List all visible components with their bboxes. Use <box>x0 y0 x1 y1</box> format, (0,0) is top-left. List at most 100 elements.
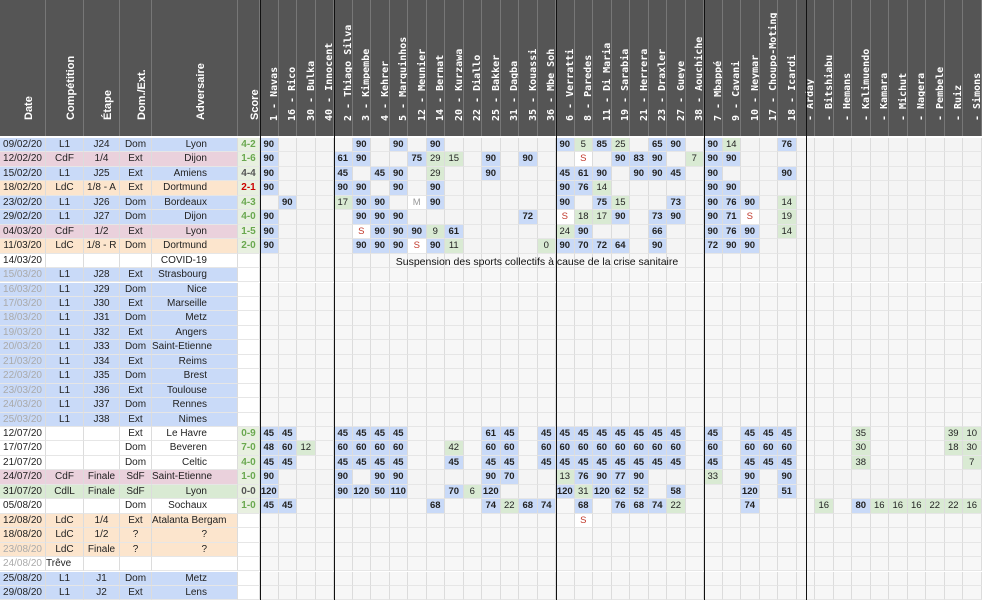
header-opponent[interactable]: Adversaire <box>152 0 238 136</box>
player-minutes <box>889 296 908 312</box>
player-minutes <box>593 224 612 240</box>
player-minutes <box>944 296 963 312</box>
player-minutes <box>408 138 427 153</box>
player-minutes <box>741 166 760 182</box>
match-score <box>238 383 260 399</box>
player-minutes <box>408 571 427 586</box>
header-competition[interactable]: Compétition <box>46 0 84 136</box>
header-stage[interactable]: Étape <box>84 0 120 136</box>
player-header[interactable]: 20 - Kurzawa <box>445 0 464 136</box>
player-minutes <box>870 470 889 485</box>
match-competition <box>46 499 84 514</box>
header-score[interactable]: Score <box>238 0 260 136</box>
player-header[interactable]: - Michut <box>889 0 908 136</box>
player-name: 25 - Bakker <box>490 54 501 121</box>
match-opponent: Rennes <box>152 398 238 413</box>
player-header[interactable]: 22 - Diallo <box>463 0 482 136</box>
player-header[interactable]: 23 - Draxler <box>648 0 667 136</box>
player-minutes <box>630 296 649 312</box>
player-header[interactable]: 16 - Rico <box>278 0 297 136</box>
player-minutes <box>870 484 889 500</box>
player-header[interactable]: 17 - Choupo-Moting <box>759 0 778 136</box>
player-minutes: 50 <box>371 484 390 500</box>
player-header[interactable]: - Bitshiabu <box>815 0 834 136</box>
player-minutes <box>352 354 371 370</box>
player-header[interactable]: 27 - Gueye <box>667 0 686 136</box>
player-minutes <box>334 311 353 326</box>
player-header[interactable]: 8 - Paredes <box>574 0 593 136</box>
match-date: 22/03/20 <box>0 369 46 384</box>
player-header[interactable]: 7 - Mbappé <box>704 0 723 136</box>
player-minutes <box>778 340 797 355</box>
player-header[interactable]: - Hemans <box>833 0 852 136</box>
player-name: - Michut <box>897 72 908 121</box>
player-header[interactable]: 2 - Thiago Silva <box>334 0 353 136</box>
header-venue[interactable]: Dom./Ext. <box>120 0 152 136</box>
player-minutes <box>815 166 834 182</box>
player-header[interactable]: - Pembele <box>926 0 945 136</box>
player-minutes <box>297 181 316 196</box>
player-minutes: 90 <box>593 470 612 485</box>
player-header[interactable]: 18 - Icardi <box>778 0 797 136</box>
player-minutes: 76 <box>722 195 741 211</box>
player-header[interactable]: 35 - Kouassi <box>519 0 538 136</box>
player-minutes <box>315 398 334 413</box>
match-stage: J31 <box>84 311 120 326</box>
match-competition: Trêve <box>46 557 84 572</box>
player-header[interactable]: 4 - Kehrer <box>371 0 390 136</box>
player-header[interactable]: 10 - Neymar <box>741 0 760 136</box>
player-minutes <box>778 296 797 312</box>
player-minutes <box>537 138 556 153</box>
player-minutes <box>722 398 741 413</box>
player-minutes <box>297 571 316 586</box>
player-minutes <box>278 354 297 370</box>
player-minutes <box>315 383 334 399</box>
player-header[interactable]: 5 - Marquinhos <box>389 0 408 136</box>
player-minutes <box>889 412 908 427</box>
match-stage: J26 <box>84 195 120 211</box>
player-header[interactable]: 19 - Sarabia <box>611 0 630 136</box>
player-minutes <box>722 484 741 500</box>
player-header[interactable]: - Kamara <box>870 0 889 136</box>
player-minutes <box>833 369 852 384</box>
player-minutes <box>334 557 353 572</box>
player-minutes: 48 <box>260 441 279 456</box>
player-minutes <box>944 528 963 543</box>
player-minutes <box>334 513 353 529</box>
player-header[interactable]: - Simons <box>963 0 982 136</box>
player-minutes <box>759 585 778 600</box>
player-name: - Kalimuendo <box>860 48 871 121</box>
player-header[interactable]: 40 - Innocent <box>315 0 334 136</box>
player-header[interactable]: 36 - Mbe Soh <box>537 0 556 136</box>
player-minutes: 25 <box>611 138 630 153</box>
player-header[interactable]: - Nagera <box>907 0 926 136</box>
player-header[interactable]: 14 - Bernat <box>426 0 445 136</box>
player-header[interactable]: 11 - Di Maria <box>593 0 612 136</box>
player-header[interactable]: - Ruiz <box>944 0 963 136</box>
player-header[interactable]: 30 - Bulka <box>297 0 316 136</box>
player-header[interactable]: 21 - Herrera <box>630 0 649 136</box>
player-header[interactable]: 6 - Verratti <box>556 0 575 136</box>
player-minutes <box>907 282 926 297</box>
match-competition: CdF <box>46 224 84 240</box>
match-score <box>238 340 260 355</box>
match-venue <box>120 557 152 572</box>
player-header[interactable]: 9 - Cavani <box>722 0 741 136</box>
player-minutes: 45 <box>704 427 723 442</box>
player-minutes <box>648 585 667 600</box>
player-header[interactable]: 12 - Meunier <box>408 0 427 136</box>
player-header[interactable]: - Arday <box>796 0 815 136</box>
player-minutes: 14 <box>778 224 797 240</box>
player-header[interactable]: 31 - Dagba <box>500 0 519 136</box>
player-header[interactable]: 3 - Kimpembe <box>352 0 371 136</box>
player-minutes <box>426 210 445 225</box>
player-header[interactable]: 1 - Navas <box>260 0 279 136</box>
player-header[interactable]: 38 - Aouchiche <box>685 0 704 136</box>
player-minutes <box>926 369 945 384</box>
player-minutes <box>759 484 778 500</box>
player-minutes: 90 <box>519 152 538 167</box>
player-header[interactable]: - Kalimuendo <box>852 0 871 136</box>
player-header[interactable]: 25 - Bakker <box>482 0 501 136</box>
player-minutes <box>408 542 427 558</box>
header-date[interactable]: Date <box>0 0 46 136</box>
